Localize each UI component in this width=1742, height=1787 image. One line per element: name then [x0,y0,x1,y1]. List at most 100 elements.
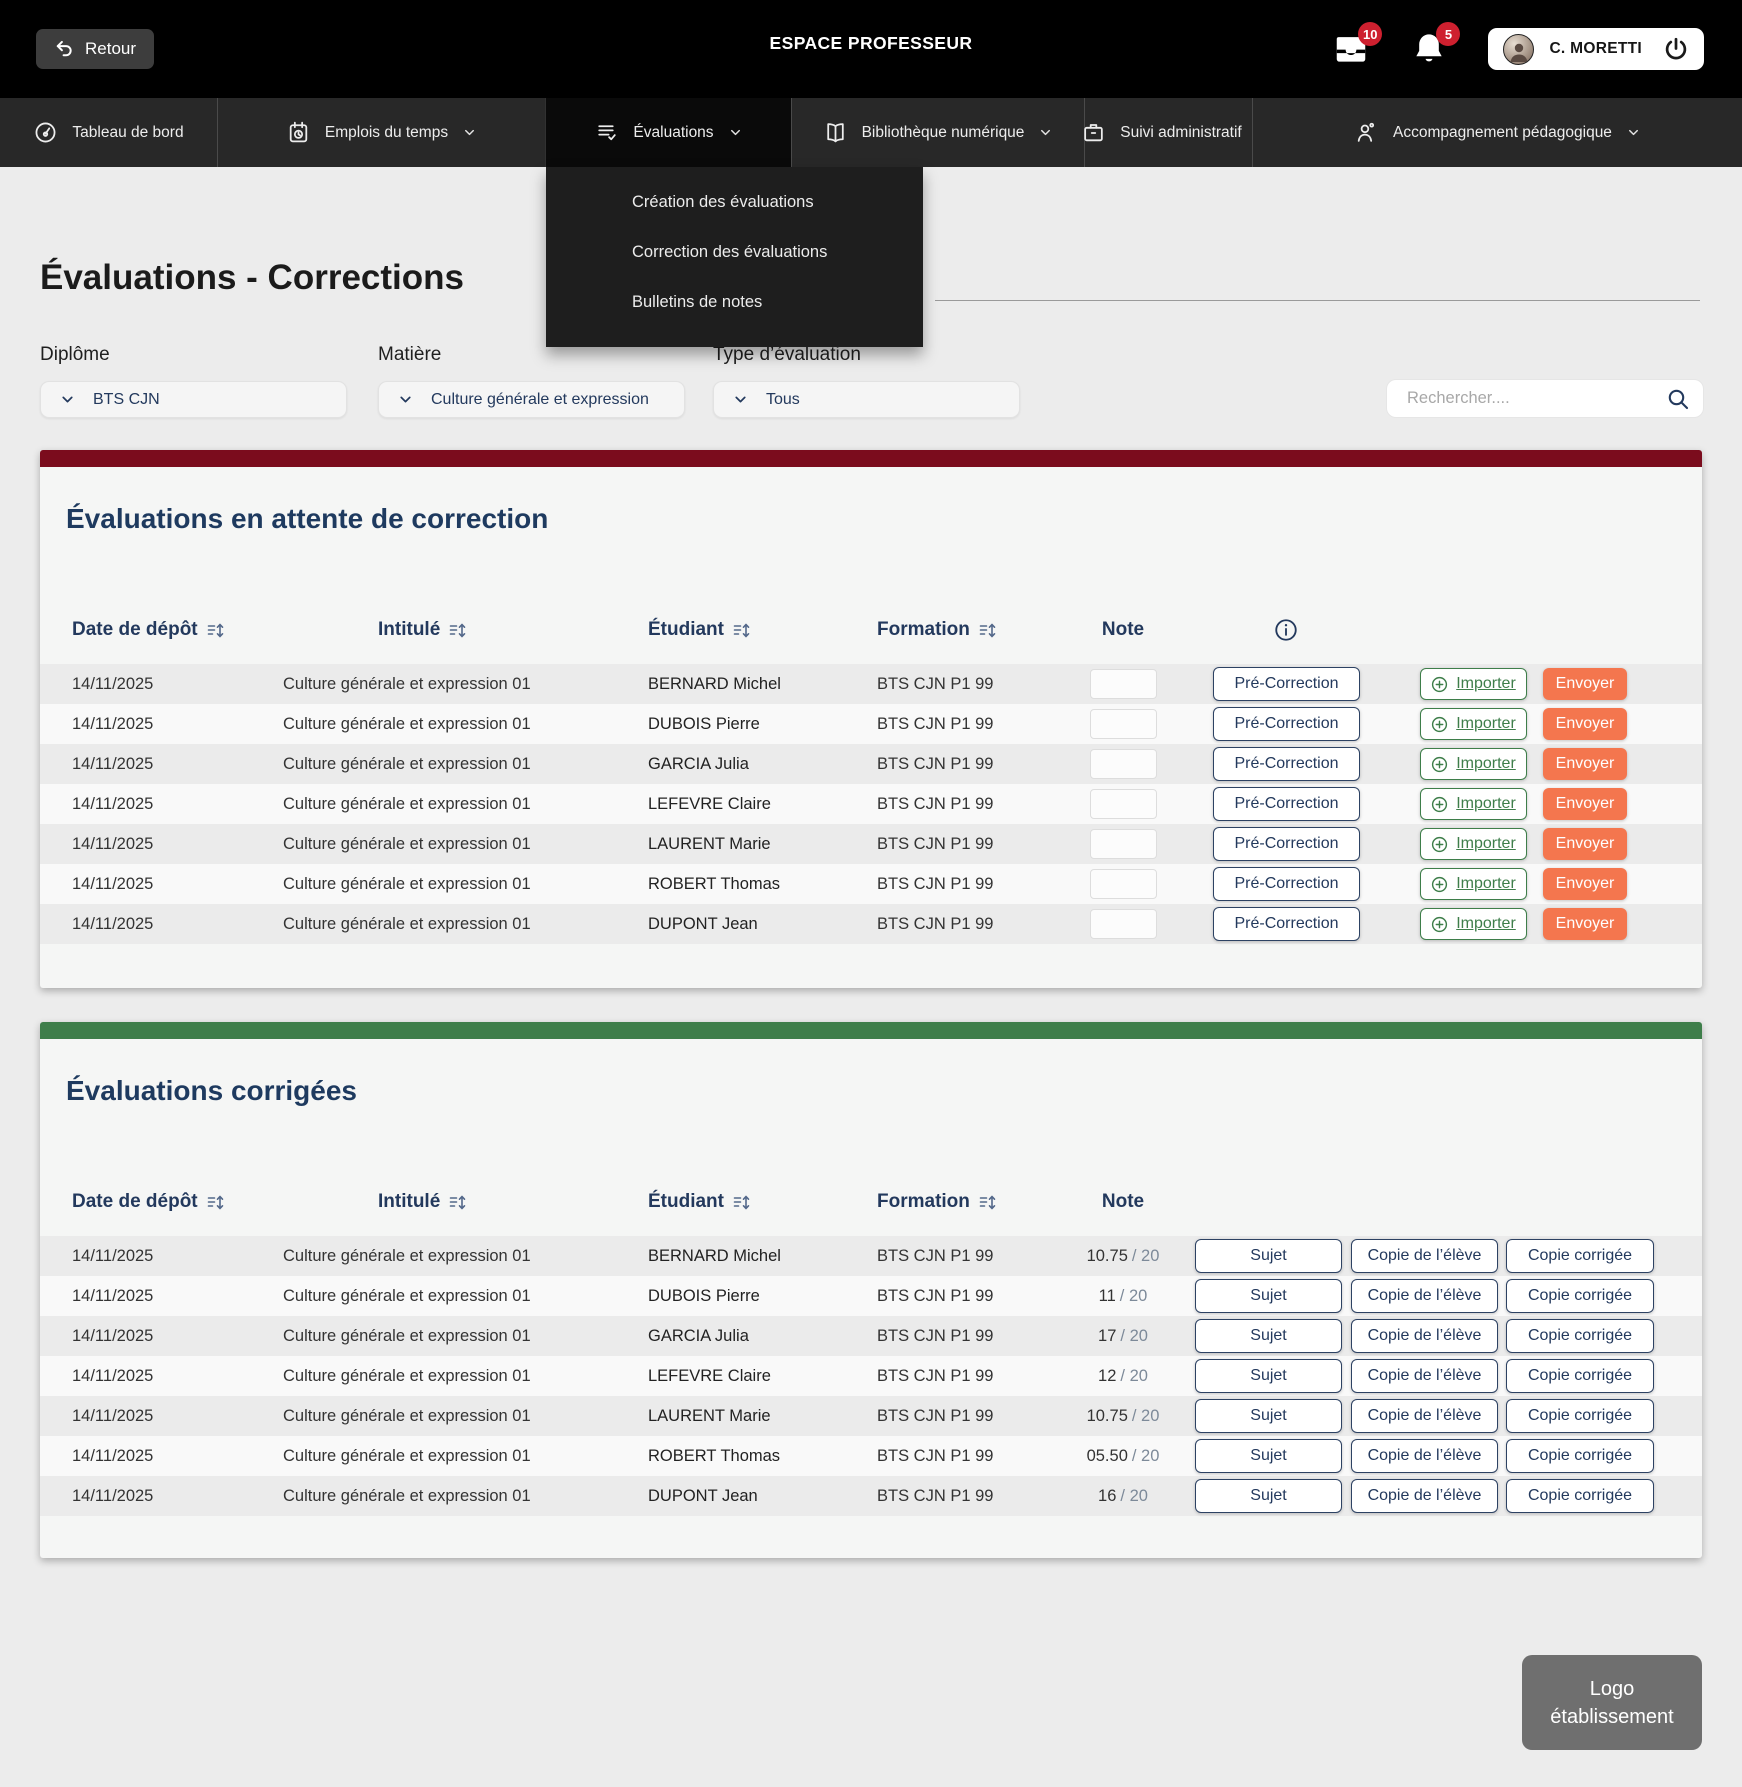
send-button[interactable]: Envoyer [1543,868,1627,900]
pre-correction-button[interactable]: Pré-Correction [1213,907,1360,941]
copie-eleve-button[interactable]: Copie de l’élève [1351,1279,1498,1313]
copie-corrigee-button[interactable]: Copie corrigée [1506,1279,1654,1313]
copie-eleve-button[interactable]: Copie de l’élève [1351,1239,1498,1273]
topbar-actions: 10 5 C. MORETTI [1332,0,1704,98]
pending-panel-accent [40,450,1702,467]
sort-icon[interactable] [449,1194,467,1211]
pre-correction-button[interactable]: Pré-Correction [1213,787,1360,821]
sujet-button[interactable]: Sujet [1195,1319,1342,1353]
cell-intitule: Culture générale et expression 01 [283,834,531,853]
send-button[interactable]: Envoyer [1543,788,1627,820]
copie-corrigee-button[interactable]: Copie corrigée [1506,1359,1654,1393]
pre-correction-button[interactable]: Pré-Correction [1213,827,1360,861]
nav-item-emplois-du-temps[interactable]: Emplois du temps [217,98,545,167]
pre-correction-button[interactable]: Pré-Correction [1213,707,1360,741]
import-button[interactable]: Importer [1420,748,1527,780]
sujet-button[interactable]: Sujet [1195,1359,1342,1393]
nav-item-accompagnement-pedagogique[interactable]: Accompagnement pédagogique [1252,98,1742,167]
copie-eleve-button[interactable]: Copie de l’élève [1351,1439,1498,1473]
column-intitule: Intitulé [378,1191,441,1212]
sort-icon[interactable] [733,1194,751,1211]
power-icon[interactable] [1663,36,1689,62]
note-input[interactable] [1089,829,1157,859]
sujet-button[interactable]: Sujet [1195,1479,1342,1513]
notifications-button[interactable]: 5 [1410,22,1461,68]
copie-corrigee-button[interactable]: Copie corrigée [1506,1479,1654,1513]
nav-label: Évaluations [633,123,714,141]
diplome-label: Diplôme [40,344,110,365]
copie-eleve-button[interactable]: Copie de l’élève [1351,1479,1498,1513]
sort-icon[interactable] [979,622,997,639]
nav-item-evaluations[interactable]: Évaluations Création des évaluations Cor… [545,98,923,347]
user-menu[interactable]: C. MORETTI [1488,28,1704,70]
nav-item-tableau-de-bord[interactable]: Tableau de bord [0,98,217,167]
matiere-select[interactable]: Culture générale et expression [378,381,685,418]
sujet-button[interactable]: Sujet [1195,1439,1342,1473]
copie-corrigee-button[interactable]: Copie corrigée [1506,1399,1654,1433]
import-button[interactable]: Importer [1420,868,1527,900]
pre-correction-button[interactable]: Pré-Correction [1213,867,1360,901]
import-button[interactable]: Importer [1420,708,1527,740]
pre-correction-button[interactable]: Pré-Correction [1213,667,1360,701]
cell-etudiant: LEFEVRE Claire [648,1366,771,1385]
cell-formation: BTS CJN P1 99 [877,1366,994,1385]
sort-icon[interactable] [207,622,225,639]
note-input[interactable] [1089,749,1157,779]
note-input[interactable] [1089,909,1157,939]
import-button[interactable]: Importer [1420,908,1527,940]
search-input[interactable] [1405,388,1666,409]
title-divider [935,300,1700,301]
import-button[interactable]: Importer [1420,788,1527,820]
sort-icon[interactable] [979,1194,997,1211]
note-input[interactable] [1089,869,1157,899]
sort-icon[interactable] [207,1194,225,1211]
send-button[interactable]: Envoyer [1543,908,1627,940]
logo-placeholder: Logo établissement [1522,1655,1702,1750]
page-title: Évaluations - Corrections [40,258,464,297]
back-button[interactable]: Retour [36,29,155,69]
note-input[interactable] [1089,709,1157,739]
copie-corrigee-button[interactable]: Copie corrigée [1506,1239,1654,1273]
cell-date: 14/11/2025 [72,1366,154,1385]
import-button[interactable]: Importer [1420,828,1527,860]
circle-plus-icon [1432,756,1448,772]
user-name: C. MORETTI [1549,40,1642,57]
list-check-icon [598,125,617,141]
pre-correction-button[interactable]: Pré-Correction [1213,747,1360,781]
copie-eleve-button[interactable]: Copie de l’élève [1351,1359,1498,1393]
sort-icon[interactable] [449,622,467,639]
sujet-button[interactable]: Sujet [1195,1279,1342,1313]
inbox-button[interactable]: 10 [1332,22,1383,68]
sujet-button[interactable]: Sujet [1195,1239,1342,1273]
matiere-label: Matière [378,344,442,365]
circle-plus-icon [1432,916,1448,932]
note-input[interactable] [1089,669,1157,699]
send-button[interactable]: Envoyer [1543,708,1627,740]
copie-corrigee-button[interactable]: Copie corrigée [1506,1319,1654,1353]
note-input[interactable] [1089,789,1157,819]
sort-icon[interactable] [733,622,751,639]
inbox-icon [1337,37,1366,62]
cell-etudiant: GARCIA Julia [648,1326,749,1345]
type-evaluation-select[interactable]: Tous [713,381,1020,418]
pending-table-row: 14/11/2025 Culture générale et expressio… [40,784,1702,824]
copie-eleve-button[interactable]: Copie de l’élève [1351,1319,1498,1353]
send-button[interactable]: Envoyer [1543,828,1627,860]
copie-corrigee-button[interactable]: Copie corrigée [1506,1439,1654,1473]
cell-formation: BTS CJN P1 99 [877,754,994,773]
diplome-select[interactable]: BTS CJN [40,381,347,418]
nav-item-bibliotheque-numerique[interactable]: Bibliothèque numérique [791,98,1084,167]
search-icon[interactable] [1666,387,1690,411]
import-button[interactable]: Importer [1420,668,1527,700]
cell-etudiant: DUBOIS Pierre [648,714,760,733]
info-icon[interactable] [1273,617,1299,643]
menu-item-correction-des-evaluations[interactable]: Correction des évaluations [632,242,828,261]
send-button[interactable]: Envoyer [1543,748,1627,780]
menu-item-bulletins-de-notes[interactable]: Bulletins de notes [632,292,763,311]
nav-item-suivi-administratif[interactable]: Suivi administratif [1084,98,1252,167]
menu-item-creation-des-evaluations[interactable]: Création des évaluations [632,192,814,211]
sujet-button[interactable]: Sujet [1195,1399,1342,1433]
send-button[interactable]: Envoyer [1543,668,1627,700]
copie-eleve-button[interactable]: Copie de l’élève [1351,1399,1498,1433]
